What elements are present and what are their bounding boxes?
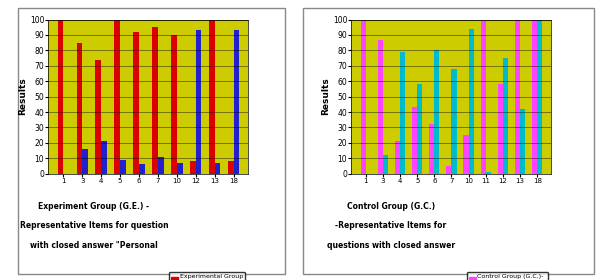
Bar [58,20,63,174]
Text: with closed answer "Personal: with closed answer "Personal [30,241,158,250]
Bar [196,30,201,174]
Bar [498,84,503,174]
Bar [429,124,435,174]
Bar [451,69,456,174]
Bar [120,160,126,174]
Bar [101,141,107,174]
Text: Representative Items for question: Representative Items for question [19,221,168,230]
Bar [447,166,451,174]
Bar [417,84,422,174]
Bar [532,20,538,174]
Bar [133,32,139,174]
Legend: Control Group (G.C.)-
YES, Control Group (G.C.) -
NO: Control Group (G.C.)- YES, Control Group… [467,272,548,280]
Bar [115,20,120,174]
Bar [383,155,388,174]
Bar [215,163,221,174]
Bar [464,135,468,174]
Bar [395,141,400,174]
Bar [400,52,405,174]
Bar [158,157,164,174]
Bar [139,164,145,174]
Bar [177,163,182,174]
Y-axis label: Results: Results [18,78,27,115]
Bar [190,161,196,174]
Y-axis label: Results: Results [321,78,330,115]
Bar [468,29,474,174]
Bar [412,107,417,174]
Bar [361,20,365,174]
Bar [481,21,486,174]
Text: -Representative Items for: -Representative Items for [335,221,447,230]
Bar [378,39,383,174]
Bar [486,172,491,174]
Bar [76,43,82,174]
Text: questions with closed answer: questions with closed answer [327,241,455,250]
Bar [520,109,525,174]
Bar [152,27,158,174]
Bar [96,60,101,174]
Bar [234,30,239,174]
Bar [515,20,520,174]
Legend: Experimental Group
(G.E.)-YES, Experimental Group
(G.E.) - NO: Experimental Group (G.E.)-YES, Experimen… [169,272,245,280]
Bar [228,161,234,174]
Bar [538,20,542,174]
Bar [209,20,215,174]
Bar [503,58,508,174]
Bar [82,149,88,174]
Bar [435,50,439,174]
Text: Experiment Group (G.E.) -: Experiment Group (G.E.) - [38,202,150,211]
Text: Control Group (G.C.): Control Group (G.C.) [347,202,435,211]
Bar [171,35,177,174]
